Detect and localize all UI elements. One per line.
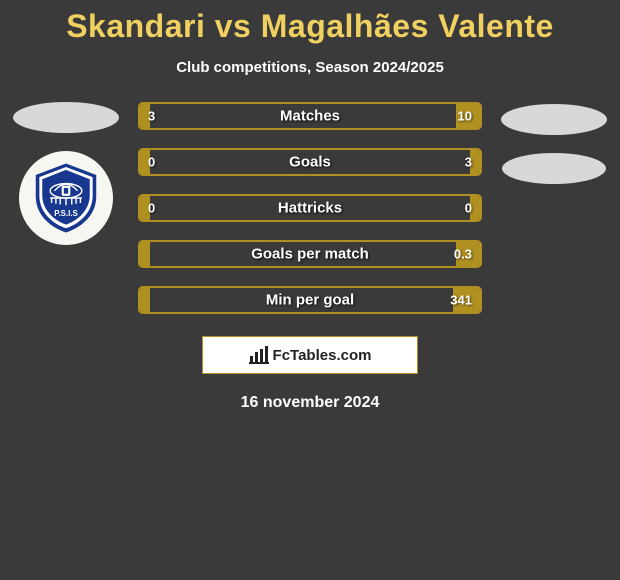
stat-value-right: 10 — [458, 109, 472, 124]
right-player-column — [496, 102, 612, 184]
stat-row: 3 Matches 10 — [138, 102, 482, 130]
subtitle: Club competitions, Season 2024/2025 — [0, 59, 620, 76]
stat-label: Goals per match — [251, 246, 369, 263]
left-player-photo-placeholder — [13, 102, 119, 133]
page-title: Skandari vs Magalhães Valente — [0, 8, 620, 45]
stat-row: Goals per match 0.3 — [138, 240, 482, 268]
date-text: 16 november 2024 — [0, 394, 620, 412]
left-club-badge: P.S.I.S — [19, 151, 113, 245]
stats-column: 3 Matches 10 0 Goals 3 0 Hattricks 0 Goals per ma… — [124, 102, 496, 314]
stat-value-right: 3 — [465, 155, 472, 170]
stat-row: 0 Hattricks 0 — [138, 194, 482, 222]
right-player-photo-placeholder — [501, 104, 607, 135]
comparison-panel: P.S.I.S 3 Matches 10 0 Goals 3 0 Hattricks 0 Goal… — [0, 102, 620, 314]
stat-label: Hattricks — [278, 200, 342, 217]
psis-crest-icon: P.S.I.S — [30, 162, 102, 234]
stat-fill-left — [140, 242, 150, 266]
right-club-badge-placeholder — [502, 153, 606, 184]
stat-label: Matches — [280, 108, 340, 125]
stat-row: 0 Goals 3 — [138, 148, 482, 176]
stat-value-left: 3 — [148, 109, 155, 124]
stat-label: Min per goal — [266, 292, 354, 309]
stat-value-left: 0 — [148, 201, 155, 216]
bar-chart-icon — [249, 346, 269, 364]
left-player-column: P.S.I.S — [8, 102, 124, 245]
stat-label: Goals — [289, 154, 331, 171]
stat-value-right: 341 — [450, 293, 472, 308]
stat-row: Min per goal 341 — [138, 286, 482, 314]
source-text: FcTables.com — [273, 347, 372, 364]
stat-value-right: 0.3 — [454, 247, 472, 262]
stat-fill-left — [140, 288, 150, 312]
stat-value-right: 0 — [465, 201, 472, 216]
source-attribution: FcTables.com — [202, 336, 418, 374]
svg-text:P.S.I.S: P.S.I.S — [54, 209, 78, 218]
stat-value-left: 0 — [148, 155, 155, 170]
